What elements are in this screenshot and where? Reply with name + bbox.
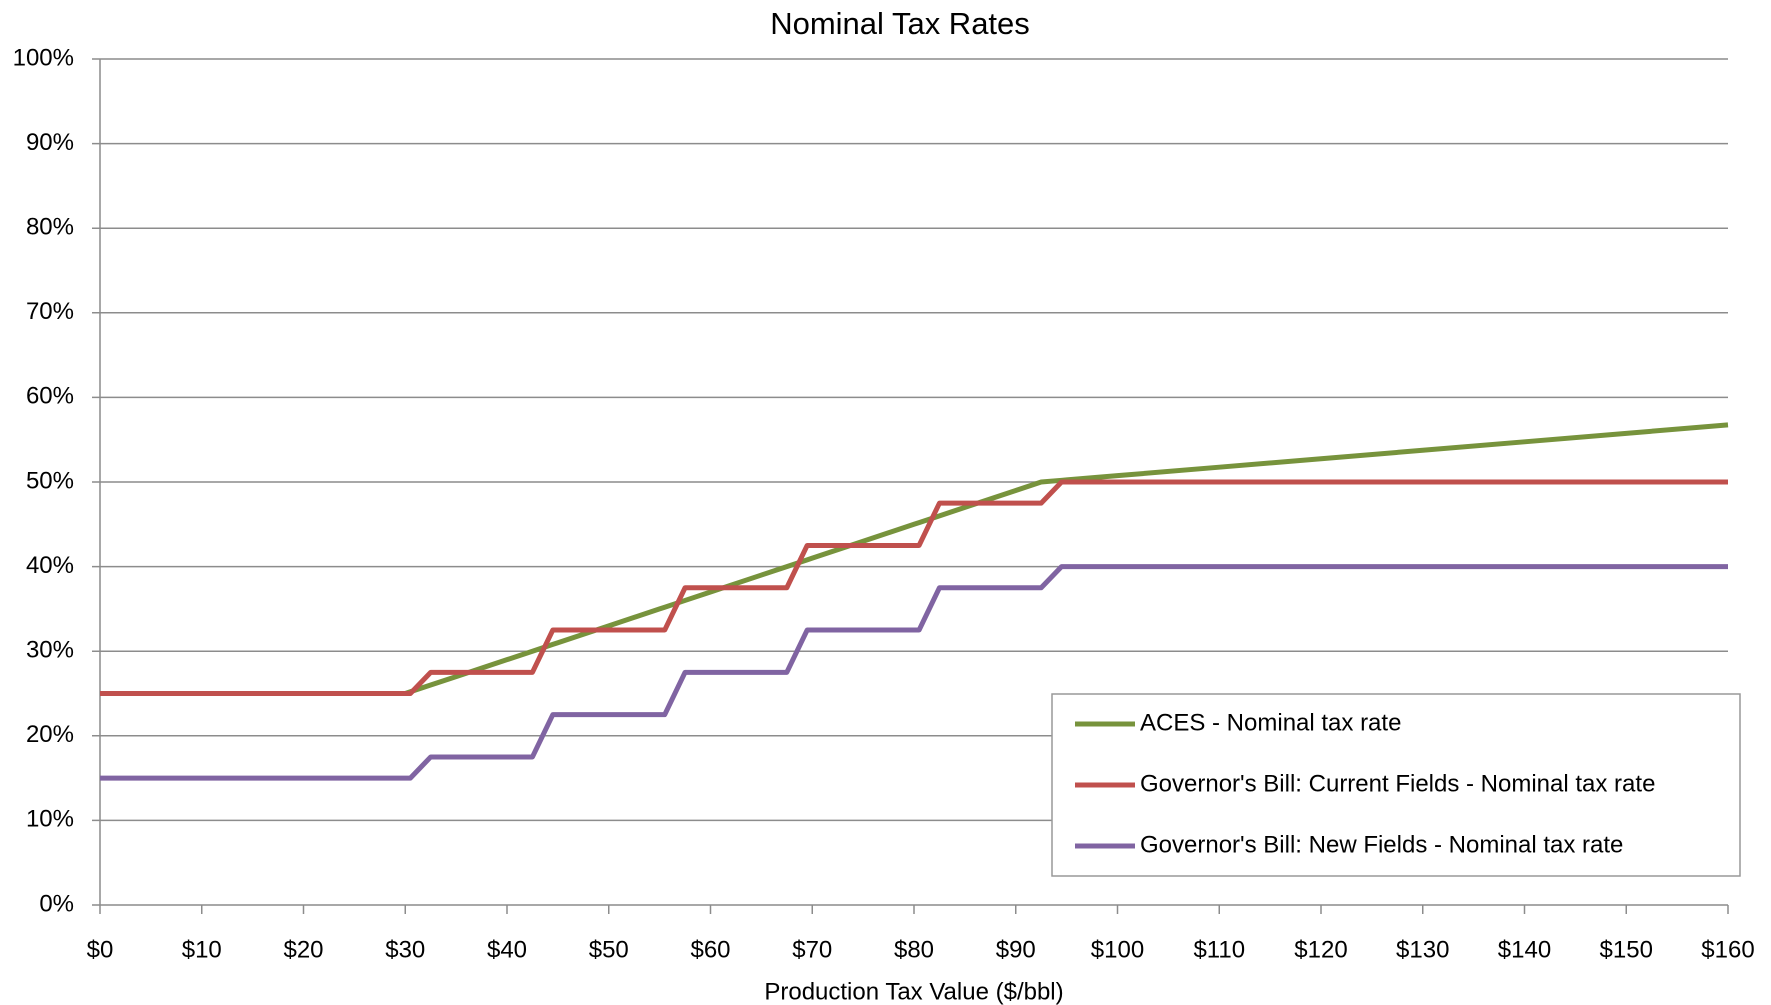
y-tick-label: 100% [13,44,74,71]
x-tick-label: $140 [1498,936,1551,963]
series-line [100,479,1728,696]
y-tick-label: 30% [26,637,74,664]
x-tick-label: $80 [894,936,934,963]
legend-label: ACES - Nominal tax rate [1140,709,1401,736]
x-tick-label: $10 [182,936,222,963]
x-tick-label: $20 [283,936,323,963]
x-tick-label: $50 [589,936,629,963]
y-tick-label: 40% [26,552,74,579]
x-tick-label: $60 [690,936,730,963]
y-tick-label: 50% [26,467,74,494]
y-tick-label: 0% [39,890,74,917]
x-tick-label: $30 [385,936,425,963]
x-axis-label: Production Tax Value ($/bbl) [764,978,1063,1005]
legend-box [1051,693,1741,877]
y-tick-label: 10% [26,806,74,833]
chart-title: Nominal Tax Rates [770,6,1030,41]
x-tick-label: $90 [996,936,1036,963]
legend-label: Governor's Bill: New Fields - Nominal ta… [1140,831,1623,858]
series-line [100,564,1728,781]
y-tick-label: 90% [26,129,74,156]
series-line [100,422,1729,696]
y-tick-label: 80% [26,214,74,241]
x-tick-label: $70 [792,936,832,963]
y-tick-label: 60% [26,383,74,410]
y-tick-label: 70% [26,298,74,325]
x-tick-label: $130 [1396,936,1449,963]
x-tick-label: $160 [1701,936,1754,963]
x-tick-label: $0 [87,936,114,963]
legend-label: Governor's Bill: Current Fields - Nomina… [1140,770,1655,797]
x-tick-label: $120 [1294,936,1347,963]
y-tick-label: 20% [26,721,74,748]
x-tick-label: $110 [1193,936,1245,963]
x-tick-label: $150 [1600,936,1653,963]
x-tick-label: $100 [1091,936,1144,963]
x-tick-label: $40 [487,936,527,963]
